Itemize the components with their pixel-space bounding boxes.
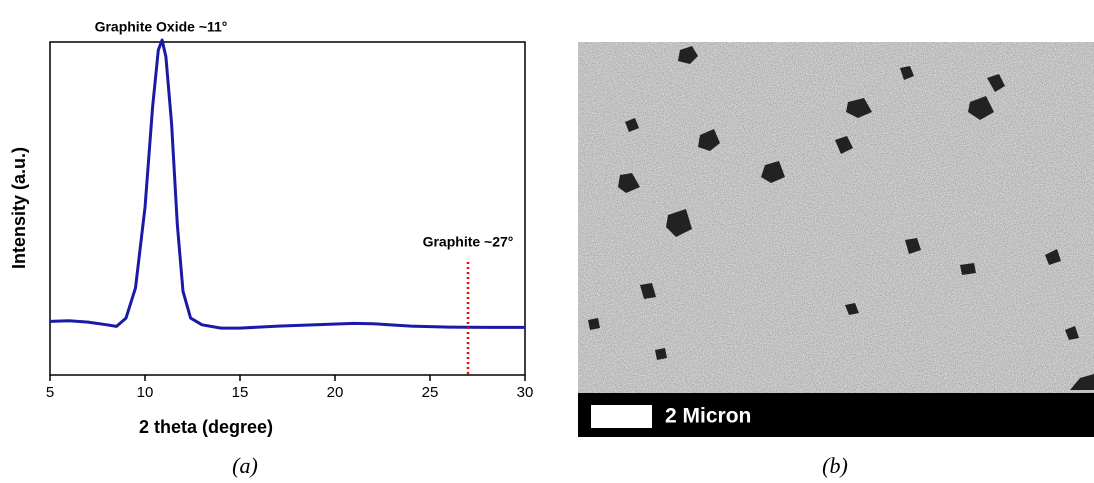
caption: (a): [232, 453, 258, 478]
x-tick-label: 15: [232, 384, 249, 401]
figure: 2 Micron (b) 2 theta (degree) Intensity …: [0, 0, 1094, 483]
annotation: Graphite Oxide ~11°: [95, 19, 228, 35]
image-noise: [578, 42, 1094, 393]
x-tick-label: 5: [46, 384, 54, 401]
x-axis-label: 2 theta (degree): [139, 417, 273, 437]
x-tick-label: 20: [327, 384, 344, 401]
x-tick-label: 25: [422, 384, 439, 401]
caption: (b): [822, 453, 848, 478]
scale-label: 2 Micron: [665, 405, 751, 428]
scale-bar-band: [578, 393, 1094, 437]
micrograph: 2 Micron (b): [578, 42, 1094, 478]
x-tick-label: 30: [517, 384, 534, 401]
y-axis-label: Intensity (a.u.): [9, 147, 29, 269]
scale-bar: [591, 405, 652, 428]
annotation: Graphite ~27°: [423, 234, 514, 250]
line-series: [50, 40, 525, 328]
x-tick-label: 10: [137, 384, 154, 401]
